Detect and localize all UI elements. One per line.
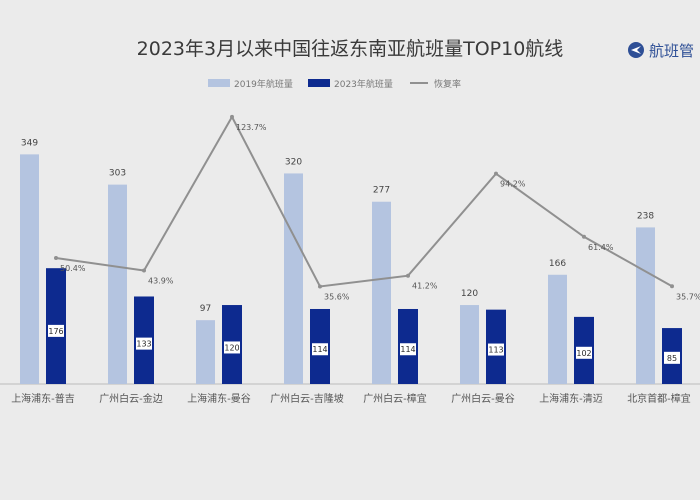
category-label: 上海浦东-清迈 <box>539 392 603 405</box>
category-label: 广州白云-樟宜 <box>363 392 427 405</box>
chart-title: 2023年3月以来中国往返东南亚航班量TOP10航线 <box>137 38 564 60</box>
bar-2019 <box>108 184 127 384</box>
rate-label: 41.2% <box>412 282 438 291</box>
rate-point <box>494 171 498 176</box>
value-box-2023 <box>488 343 504 356</box>
labels-layer: 349 176 上海浦东-普吉 303 133 广州白云-金边 97 120 上海浦东-曼谷 32… <box>11 123 700 405</box>
bar-2019 <box>284 173 303 384</box>
bar-2019 <box>548 274 567 384</box>
value-box-2023 <box>312 343 328 356</box>
rate-point <box>230 114 234 119</box>
value-label-2023: 133 <box>136 340 151 349</box>
rate-label: 35.6% <box>324 292 350 301</box>
value-label-2019: 238 <box>637 211 654 221</box>
bar-2019 <box>196 320 215 384</box>
rate-label: 35.7% <box>676 292 700 301</box>
category-label: 北京首都-樟宜 <box>627 392 691 405</box>
bar-2019 <box>20 154 39 384</box>
legend-swatch-2023 <box>308 79 330 87</box>
category-label: 上海浦东-曼谷 <box>187 392 251 405</box>
chart-legend: 2019年航班量 2023年航班量 恢复率 <box>208 78 461 90</box>
rate-label: 50.4% <box>60 264 86 273</box>
value-label-2019: 320 <box>285 157 302 167</box>
rate-point <box>54 255 58 260</box>
value-label-2023: 114 <box>400 345 415 354</box>
category-label: 广州白云-金边 <box>99 392 163 405</box>
value-label-2023: 102 <box>576 349 591 358</box>
value-box-2023 <box>576 346 592 359</box>
rate-point <box>582 234 586 239</box>
value-label-2019: 166 <box>549 259 566 269</box>
rate-point <box>142 268 146 273</box>
category-label: 广州白云-曼谷 <box>451 392 515 405</box>
value-box-2023 <box>136 337 152 350</box>
value-box-2023 <box>664 351 680 364</box>
legend-label-2019: 2019年航班量 <box>234 78 293 90</box>
legend-label-rate: 恢复率 <box>434 78 461 90</box>
bars-layer <box>0 154 700 385</box>
rate-point <box>670 284 674 289</box>
value-label-2019: 349 <box>21 138 38 148</box>
value-label-2019: 303 <box>109 169 126 179</box>
rate-label: 61.4% <box>588 243 614 252</box>
bar-2019 <box>636 227 655 384</box>
value-label-2023: 85 <box>667 354 677 363</box>
category-label: 上海浦东-普吉 <box>11 392 75 405</box>
category-label: 广州白云-吉隆坡 <box>270 392 344 405</box>
bar-2019 <box>460 305 479 384</box>
rate-point <box>406 273 410 278</box>
value-label-2019: 120 <box>461 289 478 299</box>
rate-line <box>55 114 673 288</box>
value-box-2023 <box>224 341 240 354</box>
brand-logo: 航班管 <box>628 42 694 60</box>
line-layer <box>54 114 674 289</box>
legend-swatch-2019 <box>208 79 230 87</box>
value-label-2019: 97 <box>200 304 211 314</box>
value-label-2023: 114 <box>312 345 327 354</box>
value-label-2023: 120 <box>224 343 239 352</box>
plane-icon <box>631 46 641 54</box>
value-label-2023: 176 <box>48 327 63 336</box>
value-box-2023 <box>400 343 416 356</box>
value-box-2023 <box>48 324 64 337</box>
brand-name: 航班管 <box>649 42 694 60</box>
value-label-2019: 277 <box>373 186 390 196</box>
rate-label: 123.7% <box>236 123 267 132</box>
rate-label: 94.2% <box>500 180 526 189</box>
rate-label: 43.9% <box>148 276 174 285</box>
bar-2019 <box>372 201 391 384</box>
value-label-2023: 113 <box>488 346 503 355</box>
rate-point <box>318 284 322 289</box>
legend-label-2023: 2023年航班量 <box>334 78 393 90</box>
